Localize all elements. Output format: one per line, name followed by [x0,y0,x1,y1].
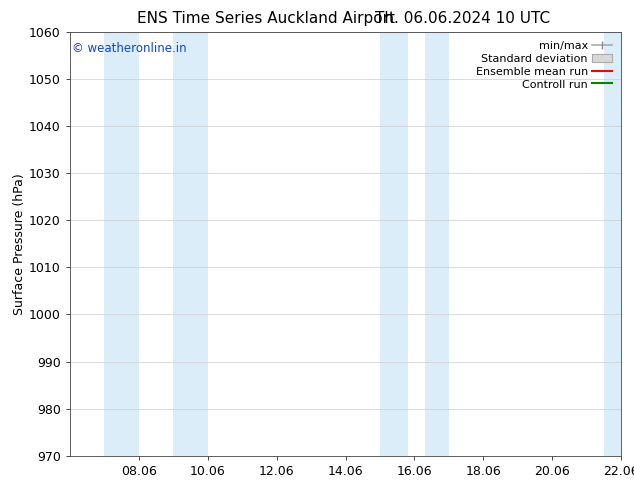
Bar [104,32,139,456]
Y-axis label: Surface Pressure (hPa): Surface Pressure (hPa) [13,173,26,315]
Bar [425,32,449,456]
Bar [173,32,207,456]
Bar [380,32,408,456]
Text: ENS Time Series Auckland Airport: ENS Time Series Auckland Airport [138,11,395,26]
Bar [604,32,621,456]
Text: Th. 06.06.2024 10 UTC: Th. 06.06.2024 10 UTC [375,11,550,26]
Text: © weatheronline.in: © weatheronline.in [72,43,187,55]
Legend: min/max, Standard deviation, Ensemble mean run, Controll run: min/max, Standard deviation, Ensemble me… [472,37,616,93]
